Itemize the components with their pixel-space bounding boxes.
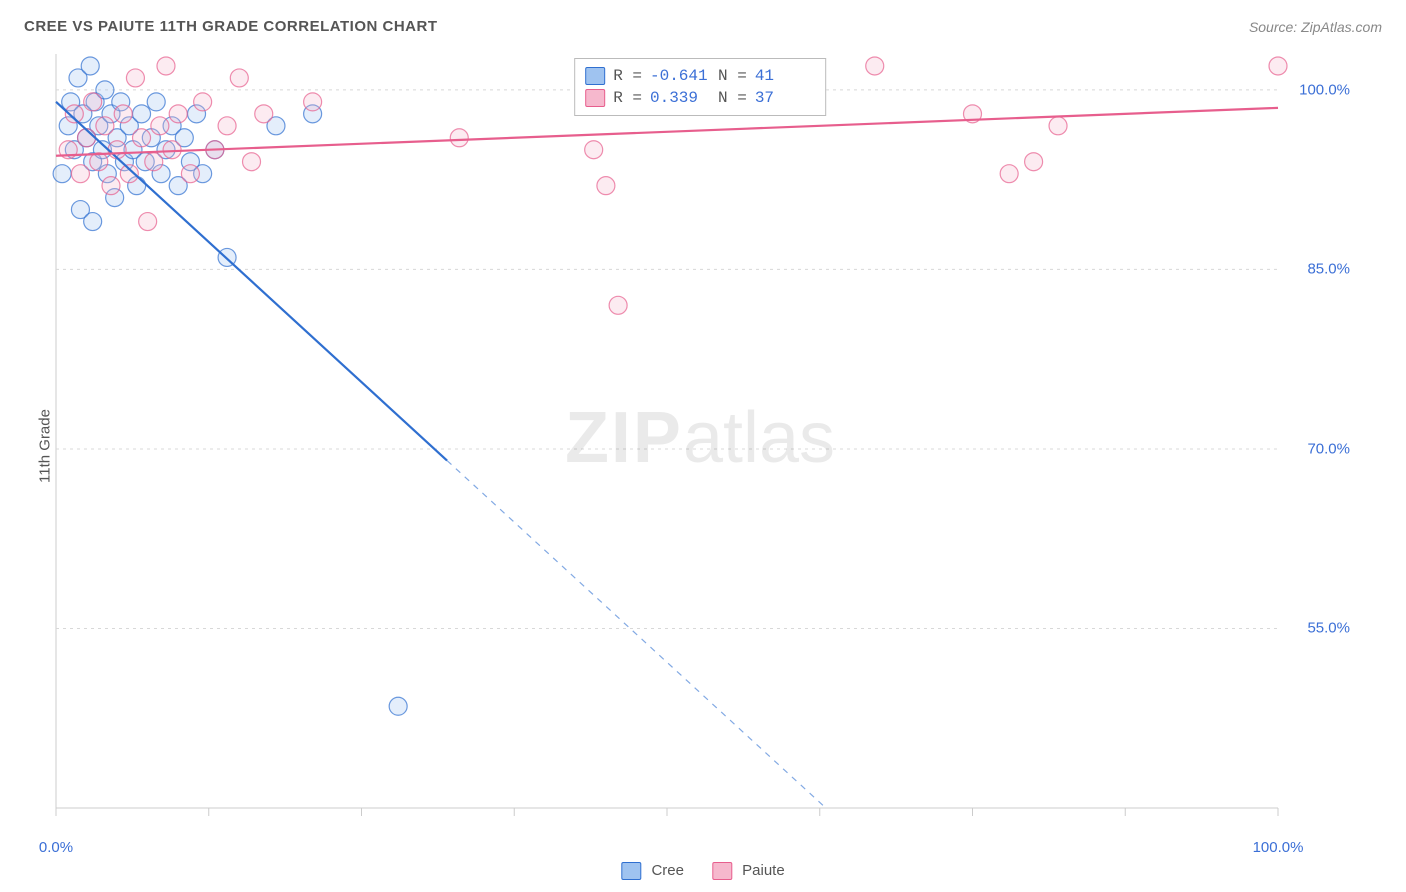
stat-row-cree: R = -0.641 N = 41: [585, 65, 815, 87]
chart-title: CREE VS PAIUTE 11TH GRADE CORRELATION CH…: [24, 18, 437, 35]
cree-swatch-icon: [585, 67, 605, 85]
y-tick-label: 70.0%: [1307, 440, 1350, 457]
paiute-swatch-icon: [585, 89, 605, 107]
cree-legend-label: Cree: [651, 862, 684, 879]
stat-n-label: N =: [718, 67, 747, 85]
stats-box: R = -0.641 N = 41 R = 0.339 N = 37: [574, 58, 826, 116]
paiute-legend-label: Paiute: [742, 862, 785, 879]
x-tick-label: 100.0%: [1253, 839, 1304, 856]
plot-area: ZIPatlas R = -0.641 N = 41 R = 0.339 N =…: [50, 48, 1350, 828]
y-tick-label: 85.0%: [1307, 261, 1350, 278]
stat-r-label: R =: [613, 67, 642, 85]
paiute-n-value: 37: [755, 89, 815, 107]
stat-r-label: R =: [613, 89, 642, 107]
x-tick-label: 0.0%: [39, 839, 73, 856]
scatter-chart: [50, 48, 1350, 828]
y-tick-label: 100.0%: [1299, 81, 1350, 98]
stat-row-paiute: R = 0.339 N = 37: [585, 87, 815, 109]
cree-n-value: 41: [755, 67, 815, 85]
y-tick-label: 55.0%: [1307, 620, 1350, 637]
legend-item-paiute: Paiute: [712, 862, 785, 880]
cree-r-value: -0.641: [650, 67, 710, 85]
paiute-r-value: 0.339: [650, 89, 710, 107]
source-label: Source: ZipAtlas.com: [1249, 19, 1382, 35]
bottom-legend: Cree Paiute: [621, 862, 784, 880]
paiute-legend-swatch-icon: [712, 862, 732, 880]
cree-legend-swatch-icon: [621, 862, 641, 880]
stat-n-label: N =: [718, 89, 747, 107]
legend-item-cree: Cree: [621, 862, 684, 880]
header: CREE VS PAIUTE 11TH GRADE CORRELATION CH…: [24, 18, 1382, 35]
